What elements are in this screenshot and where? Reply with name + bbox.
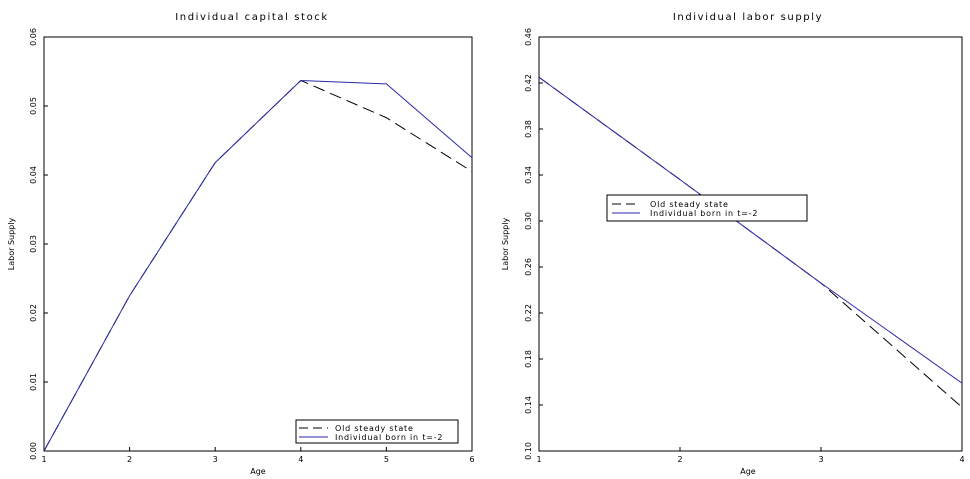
chart-right-legend-new: Individual born in t=-2 — [650, 209, 758, 218]
chart-left: Individual capital stock Age Labor Suppl… — [7, 12, 475, 476]
chart-right: Individual labor supply Age Labor Supply… — [501, 12, 965, 476]
chart-left-xtick-label: 3 — [213, 455, 218, 464]
chart-right-plot-frame — [538, 36, 963, 452]
chart-right-xtick-label: 4 — [959, 455, 964, 464]
chart-right-xtick-label: 1 — [536, 455, 541, 464]
chart-left-xtick-label: 5 — [384, 455, 389, 464]
chart-left-ytick-label: 0.00 — [29, 442, 38, 460]
chart-left-ytick-label: 0.06 — [29, 28, 38, 46]
chart-left-legend-old: Old steady state — [335, 424, 414, 433]
chart-right-title: Individual labor supply — [673, 12, 823, 23]
chart-left-plot-frame — [43, 36, 473, 452]
chart-right-xtick-label: 2 — [677, 455, 682, 464]
chart-right-ytick-label: 0.18 — [524, 350, 533, 368]
chart-left-ticks: 1 2 3 4 5 6 0.00 0.01 0.02 0.03 0.04 0.05 0.06 — [29, 28, 475, 464]
chart-left-xtick-label: 2 — [127, 455, 132, 464]
chart-left-xtick-label: 6 — [469, 455, 474, 464]
chart-right-ticks: 1 2 3 4 0.10 0.14 0.18 0.22 0.26 0.30 0.34 0.38 0.42… — [524, 28, 965, 464]
chart-right-ytick-label: 0.10 — [524, 442, 533, 460]
chart-right-xlabel: Age — [740, 467, 756, 476]
chart-right-ytick-label: 0.22 — [524, 304, 533, 322]
chart-right-ytick-label: 0.42 — [524, 74, 533, 92]
chart-right-xtick-label: 3 — [818, 455, 823, 464]
chart-left-ytick-label: 0.02 — [29, 304, 38, 322]
chart-right-ytick-label: 0.34 — [524, 166, 533, 184]
chart-right-legend-old: Old steady state — [650, 200, 729, 209]
chart-right-ylabel: Labor Supply — [501, 218, 510, 271]
chart-right-ytick-label: 0.46 — [524, 28, 533, 46]
chart-left-ylabel: Labor Supply — [7, 218, 16, 271]
chart-left-ytick-label: 0.04 — [29, 166, 38, 184]
chart-left-xtick-label: 1 — [41, 455, 46, 464]
chart-left-legend-box — [295, 419, 459, 444]
chart-left-ytick-label: 0.05 — [29, 97, 38, 115]
chart-left-ytick-label: 0.01 — [29, 373, 38, 391]
chart-right-ytick-label: 0.38 — [524, 120, 533, 138]
chart-left-title: Individual capital stock — [175, 12, 329, 23]
chart-right-ytick-label: 0.26 — [524, 258, 533, 276]
chart-left-ytick-label: 0.03 — [29, 235, 38, 253]
chart-left-series-old-steady-state — [43, 79, 473, 452]
chart-right-legend: Old steady state Individual born in t=-2 — [606, 194, 808, 222]
chart-left-legend-new: Individual born in t=-2 — [335, 433, 443, 442]
chart-left-series-born-t-minus-2 — [43, 79, 473, 452]
chart-right-ytick-label: 0.14 — [524, 396, 533, 414]
chart-left-lines — [43, 79, 473, 452]
chart-right-ytick-label: 0.30 — [524, 212, 533, 230]
chart-left-xtick-label: 4 — [298, 455, 303, 464]
chart-right-series-born-t-minus-2 — [538, 76, 963, 384]
chart-left-legend: Old steady state Individual born in t=-2 — [295, 419, 459, 444]
chart-right-lines — [538, 76, 963, 408]
chart-left-xlabel: Age — [250, 467, 266, 476]
chart-right-series-old-steady-state — [538, 76, 963, 408]
chart-right-legend-box — [606, 194, 808, 222]
